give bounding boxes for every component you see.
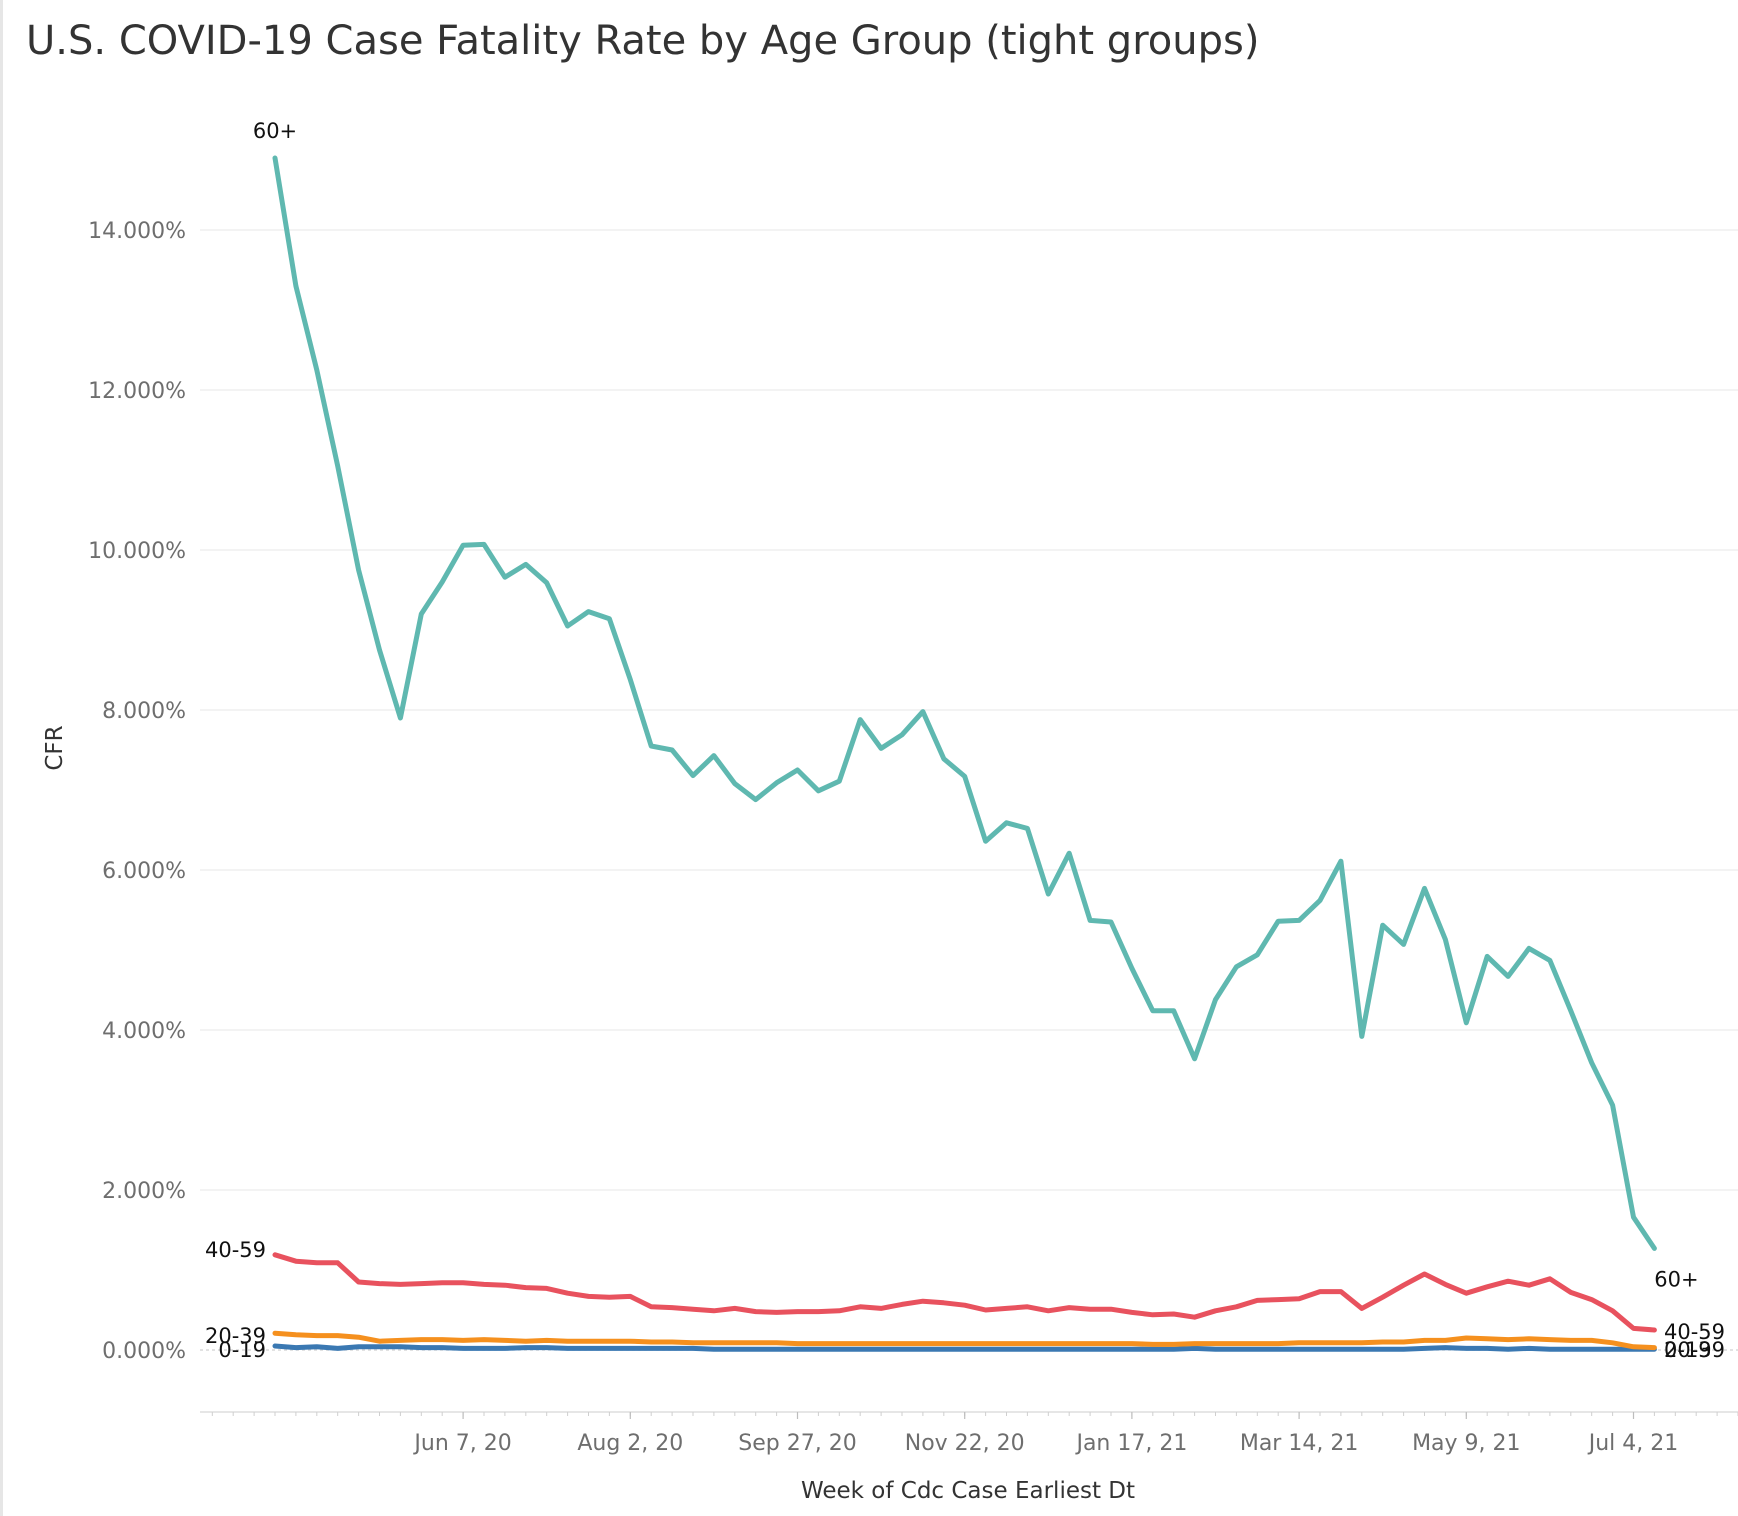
series-start-label-60plus: 60+ xyxy=(253,119,297,143)
y-axis-ticks: 0.000% 2.000% 4.000% 6.000% 8.000% 10.000% 12.… xyxy=(88,219,186,1364)
series-end-label-20-39: 20-39 xyxy=(1664,1338,1725,1362)
x-tick-label: Mar 14, 21 xyxy=(1240,1431,1358,1456)
y-tick-label: 0.000% xyxy=(102,1339,186,1364)
x-tick-label: Jul 4, 21 xyxy=(1587,1431,1679,1456)
x-tick-label: May 9, 21 xyxy=(1412,1431,1520,1456)
series-line-0-19 xyxy=(272,1343,1657,1352)
x-tick-label: Sep 27, 20 xyxy=(738,1431,856,1456)
y-tick-label: 8.000% xyxy=(102,699,186,724)
y-tick-label: 14.000% xyxy=(88,219,186,244)
series-line-20-39 xyxy=(272,1330,1657,1351)
x-tick-label: Jan 17, 21 xyxy=(1074,1431,1187,1456)
chart-title: U.S. COVID-19 Case Fatality Rate by Age … xyxy=(26,18,1260,64)
y-tick-label: 12.000% xyxy=(88,379,186,404)
x-tick-label: Aug 2, 20 xyxy=(577,1431,683,1456)
x-axis: Jun 7, 20 Aug 2, 20 Sep 27, 20 Nov 22, 20 Ja… xyxy=(200,1411,1738,1456)
series-end-label-60plus: 60+ xyxy=(1654,1267,1698,1291)
y-tick-label: 10.000% xyxy=(88,539,186,564)
x-tick-label: Jun 7, 20 xyxy=(412,1431,511,1456)
series-end-label-40-59: 40-59 xyxy=(1664,1320,1725,1344)
series-line-60plus xyxy=(272,155,1657,1251)
y-tick-label: 2.000% xyxy=(102,1179,186,1204)
series-lines xyxy=(272,155,1657,1352)
series-end-label-0-19: 0-19 xyxy=(1664,1338,1712,1362)
left-border xyxy=(0,0,3,1516)
series-start-label-20-39: 20-39 xyxy=(205,1324,266,1348)
y-tick-label: 6.000% xyxy=(102,859,186,884)
series-start-label-0-19: 0-19 xyxy=(218,1338,266,1362)
series-start-label-40-59: 40-59 xyxy=(205,1238,266,1262)
x-tick-label: Nov 22, 20 xyxy=(905,1431,1025,1456)
y-tick-label: 4.000% xyxy=(102,1019,186,1044)
x-axis-title: Week of Cdc Case Earliest Dt xyxy=(801,1478,1135,1504)
y-axis-title: CFR xyxy=(42,725,68,770)
series-line-40-59 xyxy=(272,1252,1657,1333)
